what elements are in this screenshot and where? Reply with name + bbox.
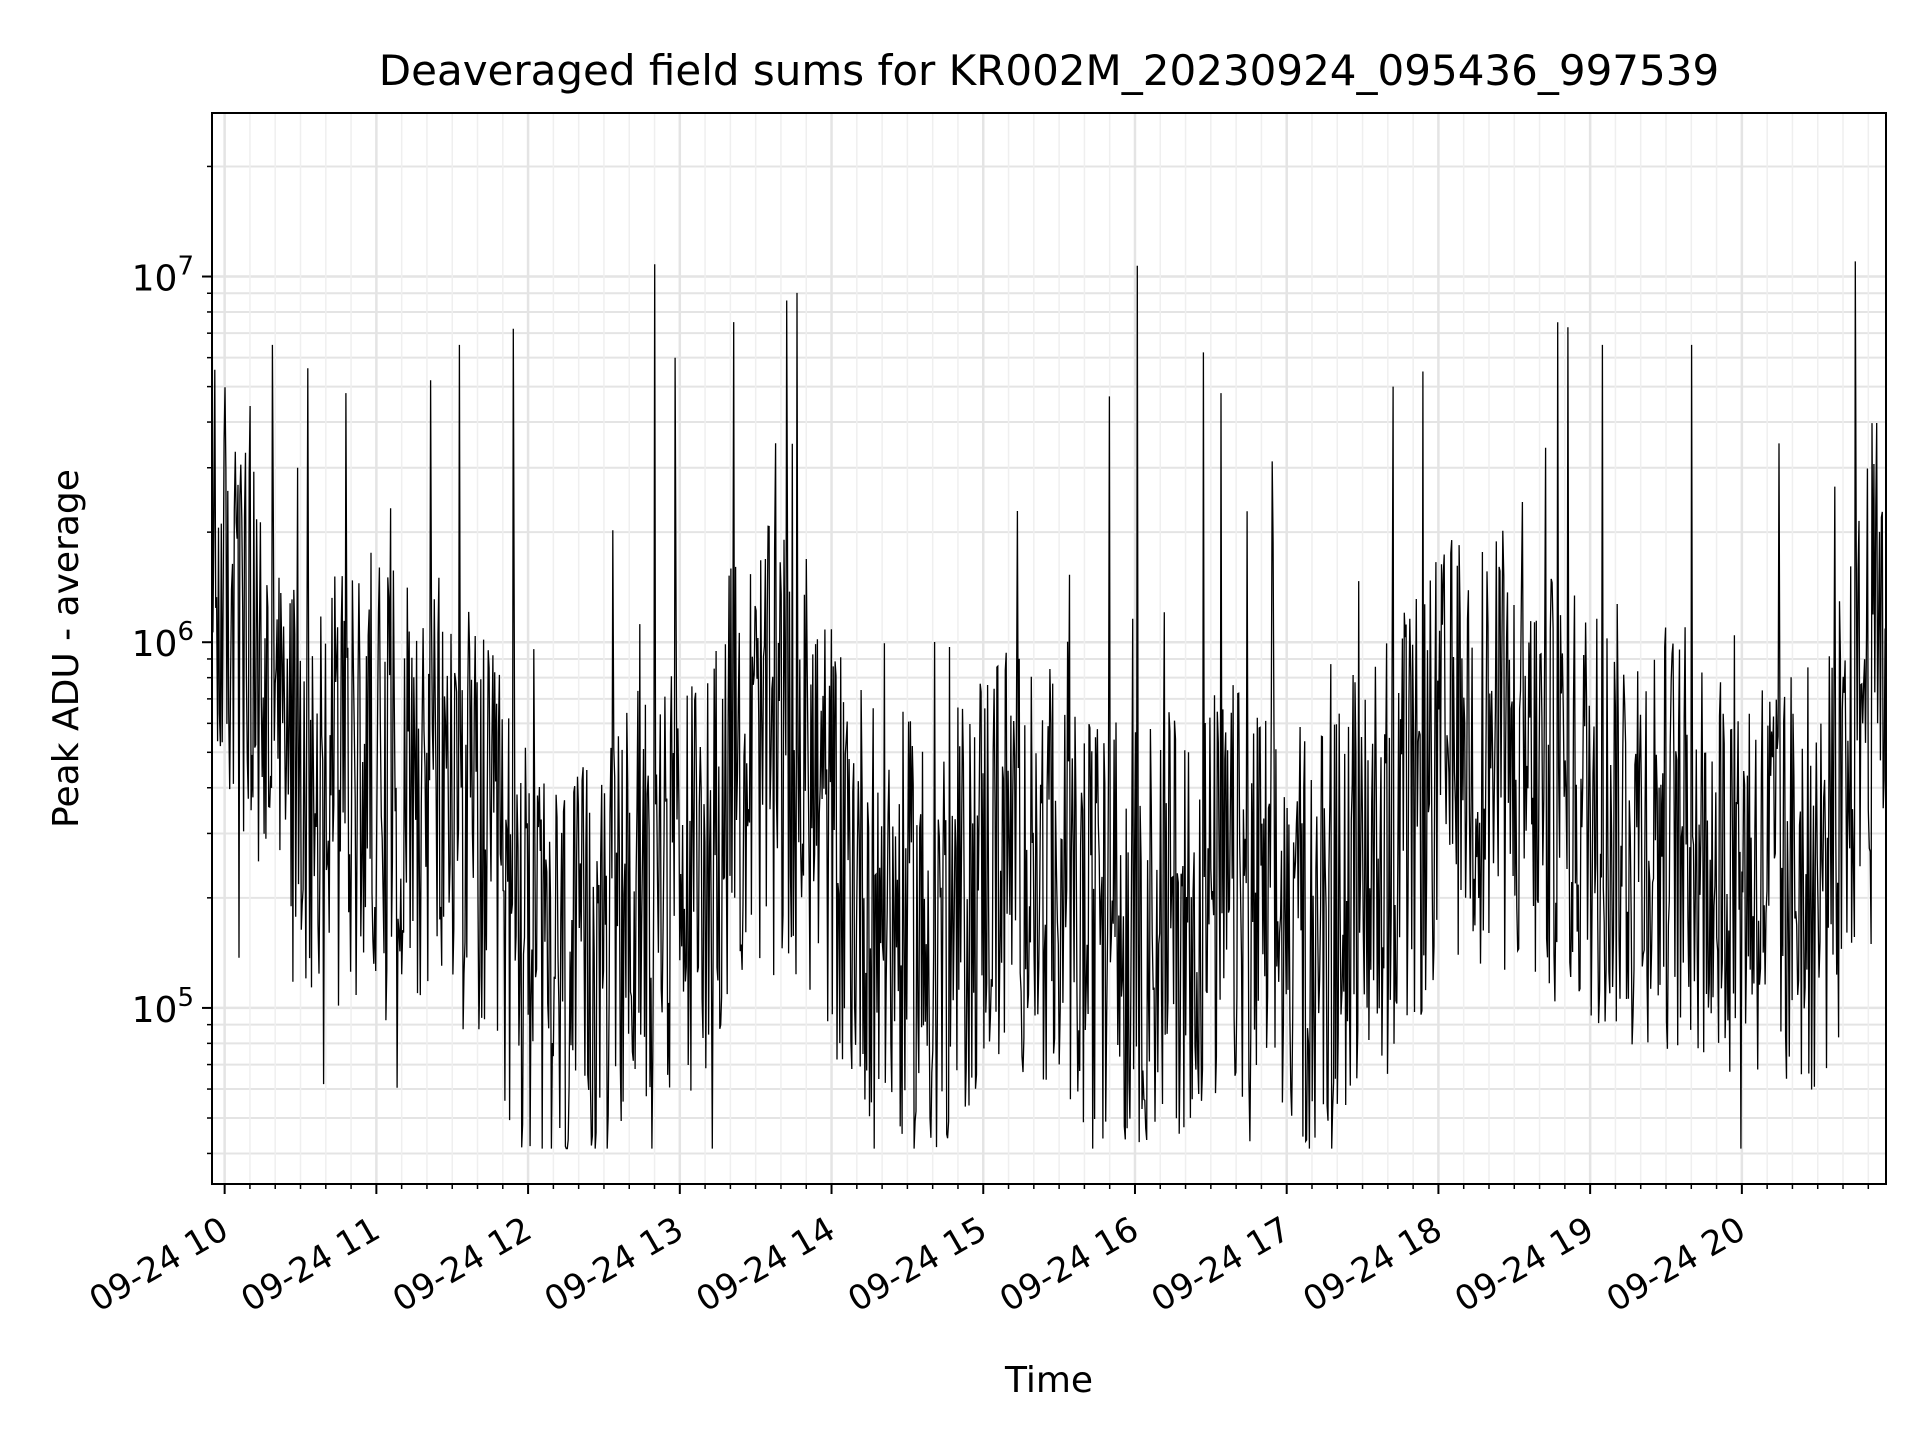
x-tick-label: 09-24 17 — [1145, 1209, 1297, 1320]
x-tick-label: 09-24 19 — [1448, 1209, 1600, 1320]
x-tick-label: 09-24 18 — [1297, 1209, 1449, 1320]
x-tick-label: 09-24 11 — [234, 1209, 386, 1320]
x-tick-label: 09-24 20 — [1600, 1209, 1752, 1320]
x-axis-ticks: 09-24 10 09-24 11 09-24 12 09-24 13 09-24 14… — [83, 1184, 1870, 1320]
series-line — [211, 166, 1887, 1150]
y-tick-label: 107 — [132, 252, 194, 300]
x-axis-label: Time — [1004, 1360, 1093, 1401]
x-tick-label: 09-24 12 — [386, 1209, 538, 1320]
y-tick-label: 105 — [132, 983, 194, 1031]
x-tick-label: 09-24 14 — [690, 1209, 842, 1320]
y-axis-ticks: 105 106 107 — [132, 165, 212, 1155]
x-tick-label: 09-24 13 — [538, 1209, 690, 1320]
x-tick-label: 09-24 10 — [83, 1209, 235, 1320]
plot-frame — [211, 112, 1887, 1185]
y-axis-label: Peak ADU - average — [46, 469, 87, 828]
chart-title: Deaveraged field sums for KR002M_2023092… — [379, 46, 1719, 95]
x-tick-label: 09-24 16 — [993, 1209, 1145, 1320]
x-tick-label: 09-24 15 — [841, 1209, 993, 1320]
series-group — [211, 166, 1887, 1150]
y-tick-label: 106 — [132, 617, 194, 665]
